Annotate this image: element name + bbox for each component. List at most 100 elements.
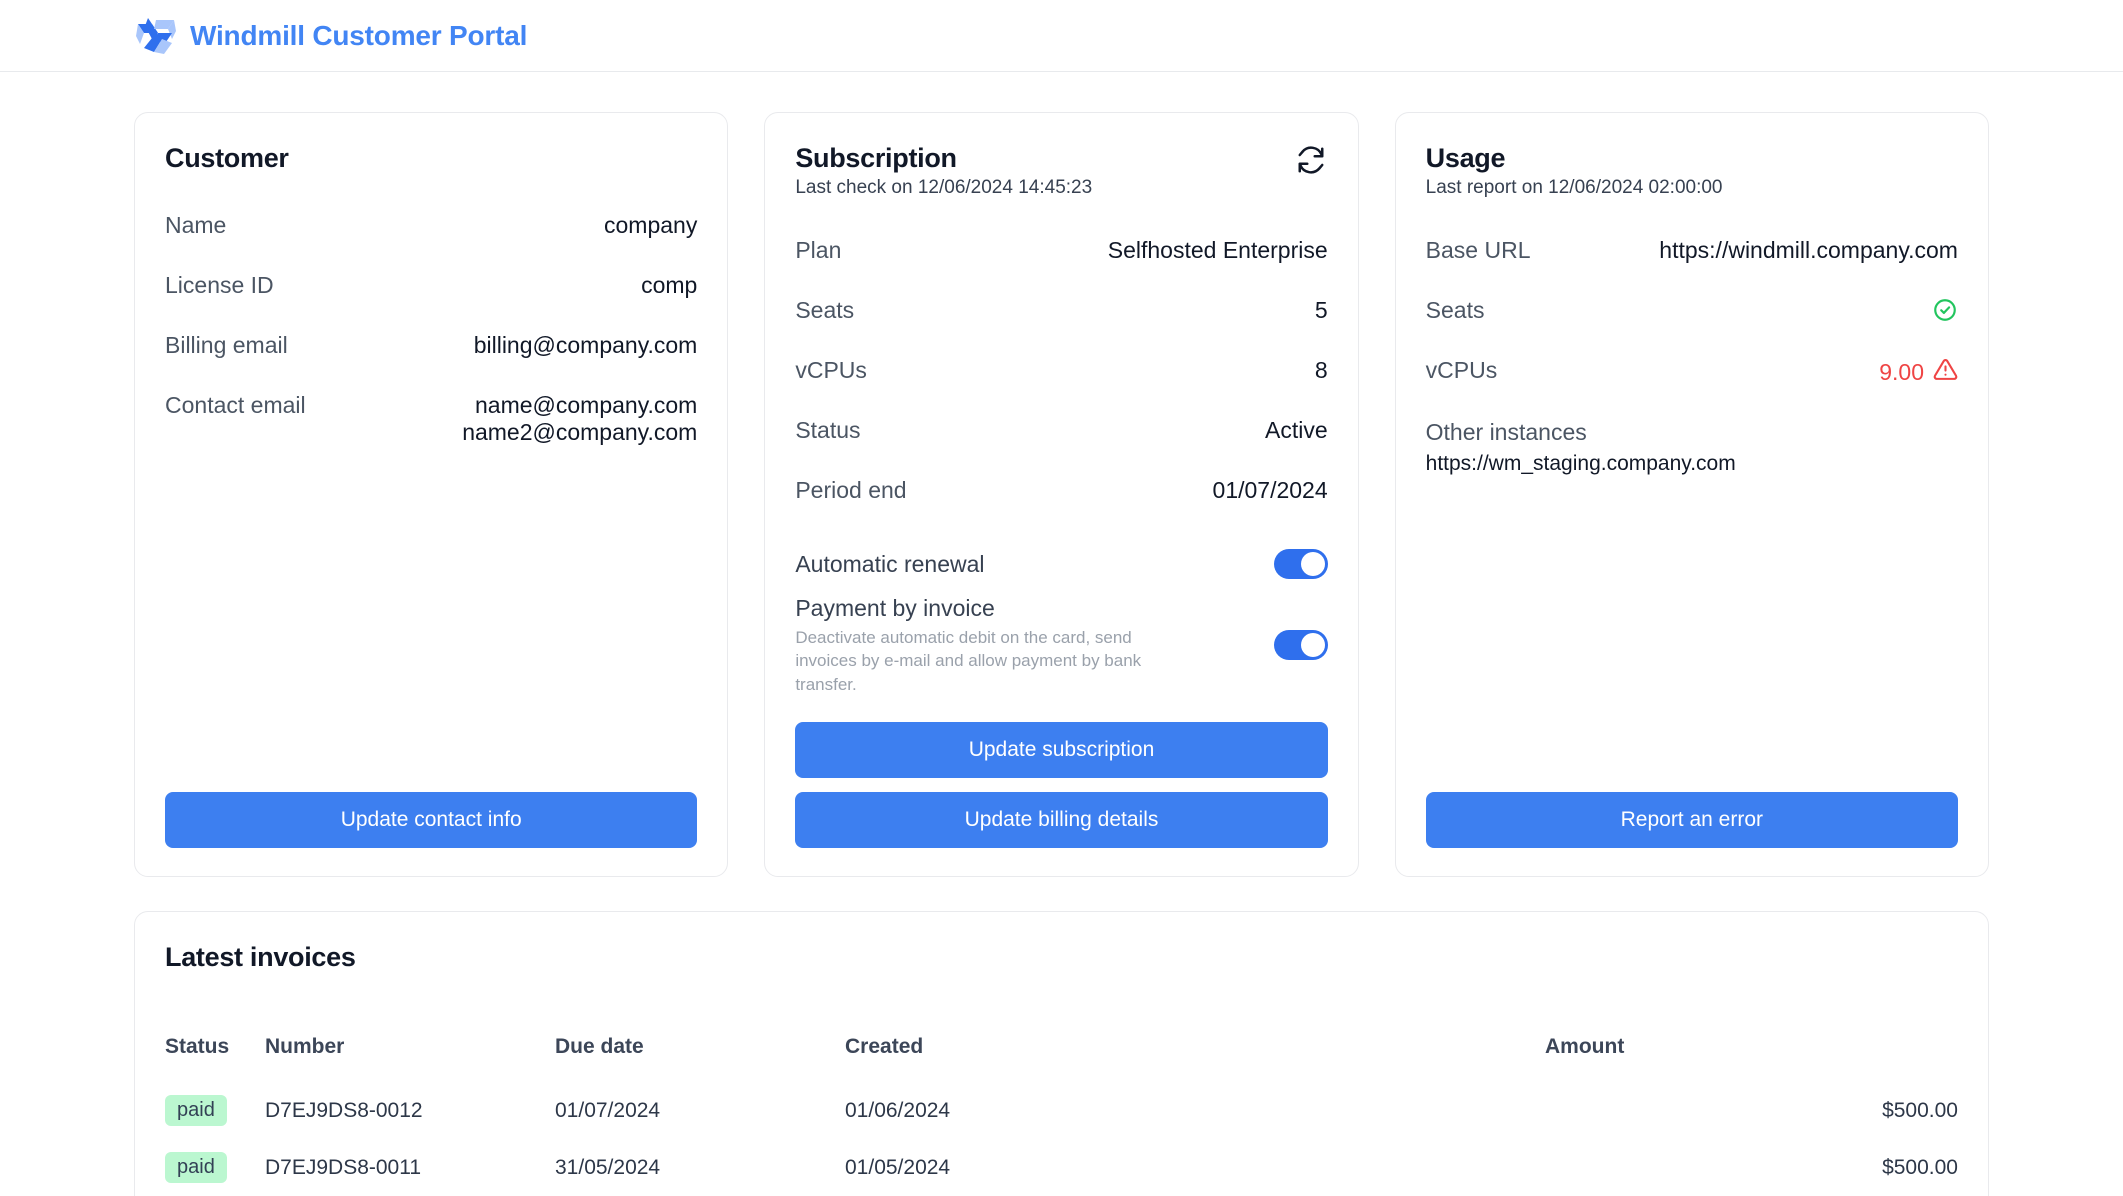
subscription-row-vcpus: vCPUs 8 [795,353,1327,413]
invoice-number-cell: D7EJ9DS8-0011 [265,1155,422,1179]
customer-row-contact-email: Contact email name@company.com name2@com… [165,388,697,448]
app-title: Windmill Customer Portal [190,19,528,51]
payment-by-invoice-description: Deactivate automatic debit on the card, … [795,628,1142,694]
subscription-card-title: Subscription [795,143,957,173]
usage-row-base-url-label: Base URL [1425,237,1531,263]
invoice-number-cell: D7EJ9DS8-0012 [265,1098,423,1122]
invoices-header-created: Created [845,1035,924,1058]
subscription-row-seats-label: Seats [795,297,855,323]
windmill-pinwheel-icon [134,14,178,58]
subscription-row-status-value: Active [1265,417,1328,443]
usage-card-heading-group: Usage Last report on 12/06/2024 02:00:00 [1426,143,1723,199]
customer-row-billing-email-label: Billing email [165,332,288,358]
customer-card-header: Customer [165,143,697,174]
usage-other-instances-value: https://wm_staging.company.com [1425,452,1736,475]
refresh-icon[interactable] [1294,143,1328,177]
automatic-renewal-label-wrap: Automatic renewal [795,551,984,578]
subscription-row-plan-value: Selfhosted Enterprise [1107,237,1328,263]
invoice-status-cell: paid [165,1126,265,1183]
subscription-row-status: Status Active [795,413,1327,473]
report-an-error-button[interactable]: Report an error [1425,792,1958,848]
invoices-header-amount: Amount [1545,1035,1625,1058]
invoices-table-body: paid D7EJ9DS8-0012 01/07/2024 01/06/2024… [165,1069,1958,1183]
usage-details-list: Base URL https://windmill.company.com Se… [1426,233,1958,476]
usage-row-vcpus-value: 9.00 [1879,359,1924,385]
subscription-row-status-label: Status [795,417,861,443]
cards-row: Customer Name company License ID comp Bi… [0,72,2123,877]
invoice-amount-cell: $500.00 [1882,1155,1958,1179]
subscription-card-header: Subscription Last check on 12/06/2024 14… [795,143,1327,199]
payment-by-invoice-label: Payment by invoice [795,595,995,621]
subscription-row-seats-value: 5 [1314,297,1328,323]
customer-row-contact-email-label: Contact email [165,392,306,418]
usage-card-spacer [1426,476,1958,792]
invoice-status-cell: paid [165,1069,265,1126]
usage-card-title: Usage [1425,143,1506,173]
latest-invoices-title: Latest invoices [165,942,356,972]
customer-row-license-id-value: comp [641,272,698,298]
customer-card-spacer [165,448,697,792]
automatic-renewal-label: Automatic renewal [795,550,985,577]
usage-row-vcpus: vCPUs 9.00 [1426,353,1958,413]
latest-invoices-card: Latest invoices Status Number Due date C… [134,911,1989,1196]
subscription-row-plan: Plan Selfhosted Enterprise [795,233,1327,293]
usage-row-vcpus-value-wrap: 9.00 [1879,357,1958,388]
customer-details-list: Name company License ID comp Billing ema… [165,208,697,448]
customer-card: Customer Name company License ID comp Bi… [134,112,729,877]
usage-last-report: Last report on 12/06/2024 02:00:00 [1425,177,1723,198]
update-billing-details-button[interactable]: Update billing details [795,792,1328,848]
status-badge: paid [165,1095,227,1126]
subscription-last-check: Last check on 12/06/2024 14:45:23 [795,177,1093,198]
usage-row-seats-value [1932,297,1958,329]
subscription-row-plan-label: Plan [795,237,842,263]
invoices-header-status: Status [165,1035,230,1058]
table-row[interactable]: paid D7EJ9DS8-0012 01/07/2024 01/06/2024… [165,1069,1958,1126]
usage-card-header: Usage Last report on 12/06/2024 02:00:00 [1426,143,1958,199]
automatic-renewal-row: Automatic renewal [795,533,1328,595]
usage-row-vcpus-label: vCPUs [1425,357,1498,383]
subscription-row-period-end: Period end 01/07/2024 [795,473,1327,533]
invoice-due-date-cell: 31/05/2024 [555,1155,661,1179]
warning-triangle-icon [1933,357,1958,388]
table-row[interactable]: paid D7EJ9DS8-0011 31/05/2024 01/05/2024… [165,1126,1958,1183]
subscription-row-vcpus-value: 8 [1314,357,1328,383]
invoices-header-number: Number [265,1035,345,1058]
customer-row-name-value: company [604,212,698,238]
update-subscription-button[interactable]: Update subscription [795,722,1328,778]
subscription-row-period-end-value: 01/07/2024 [1212,477,1328,503]
payment-by-invoice-row: Payment by invoice Deactivate automatic … [795,595,1328,696]
status-badge: paid [165,1152,227,1183]
check-circle-icon [1932,299,1958,328]
subscription-row-vcpus-label: vCPUs [795,357,867,383]
customer-row-name: Name company [165,208,697,268]
subscription-row-seats: Seats 5 [795,293,1327,353]
usage-row-base-url-value: https://windmill.company.com [1659,237,1958,263]
subscription-card-spacer [795,696,1327,722]
usage-row-base-url: Base URL https://windmill.company.com [1426,233,1958,293]
customer-row-license-id-label: License ID [165,272,274,298]
invoices-header-due-date: Due date [555,1035,644,1058]
invoice-amount-cell: $500.00 [1882,1098,1958,1122]
customer-row-billing-email-value: billing@company.com [473,332,698,358]
update-contact-info-button[interactable]: Update contact info [165,792,698,848]
invoice-created-cell: 01/05/2024 [845,1155,951,1179]
customer-row-license-id: License ID comp [165,268,697,328]
automatic-renewal-toggle[interactable] [1273,549,1328,579]
payment-by-invoice-label-wrap: Payment by invoice Deactivate automatic … [795,595,1155,696]
invoice-created-cell: 01/06/2024 [845,1098,951,1122]
customer-row-contact-email-value: name@company.com name2@company.com [462,392,698,445]
subscription-card-heading-group: Subscription Last check on 12/06/2024 14… [795,143,1092,199]
usage-row-seats-label: Seats [1425,297,1485,323]
subscription-card: Subscription Last check on 12/06/2024 14… [764,112,1359,877]
invoices-header-row: Status Number Due date Created Amount [165,1035,1958,1069]
invoices-table-head: Status Number Due date Created Amount [165,1035,1958,1069]
customer-row-billing-email: Billing email billing@company.com [165,328,697,388]
subscription-details-list: Plan Selfhosted Enterprise Seats 5 vCPUs… [795,233,1328,696]
payment-by-invoice-toggle[interactable] [1273,630,1328,661]
usage-other-instances: Other instances https://wm_staging.compa… [1426,419,1958,476]
usage-row-seats: Seats [1426,293,1958,353]
invoices-table: Status Number Due date Created Amount pa… [165,1035,1958,1183]
app-header: Windmill Customer Portal [0,0,2123,72]
invoice-due-date-cell: 01/07/2024 [555,1098,661,1122]
usage-card: Usage Last report on 12/06/2024 02:00:00… [1394,112,1989,877]
